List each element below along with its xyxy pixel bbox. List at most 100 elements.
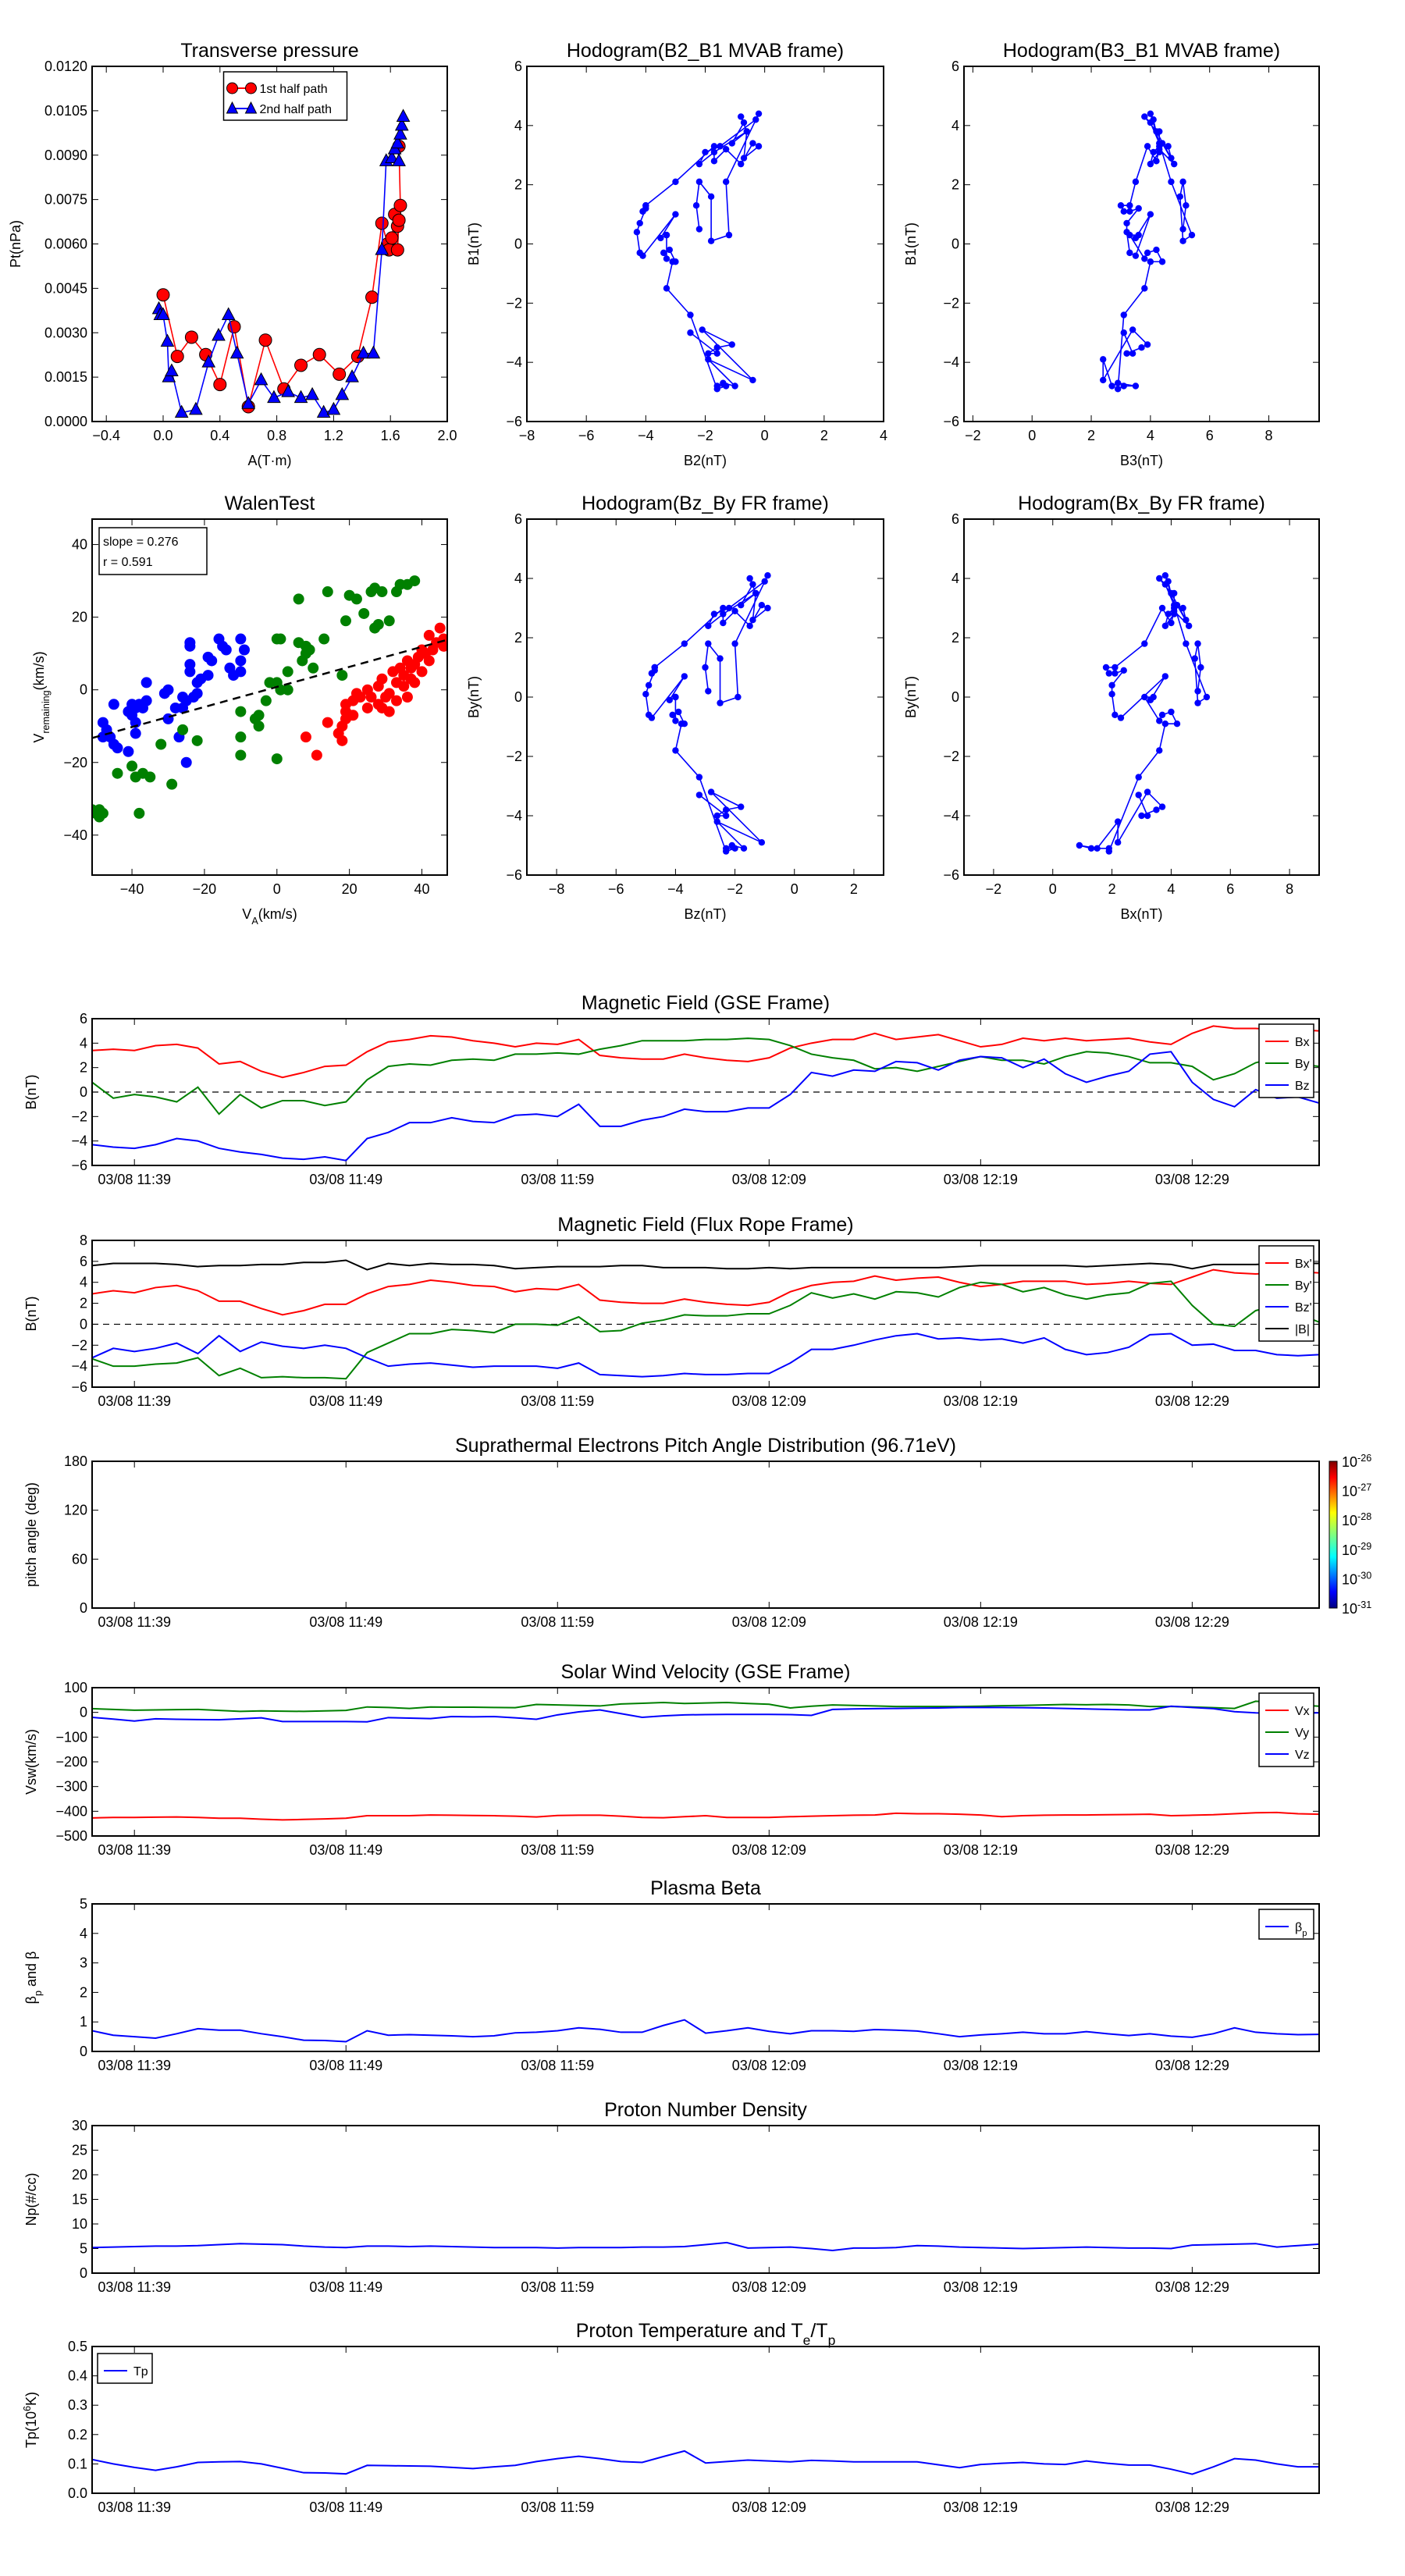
scatter-point-green bbox=[235, 749, 247, 761]
dot-marker bbox=[672, 258, 679, 265]
scatter-point-green bbox=[336, 670, 348, 681]
chart-title: Hodogram(Bx_By FR frame) bbox=[1018, 493, 1265, 514]
dot-marker bbox=[1129, 350, 1136, 357]
legend: Bx' By' Bz' |B| bbox=[1258, 1245, 1314, 1342]
triangle-marker bbox=[156, 307, 170, 320]
y-tick-label: 0 bbox=[80, 682, 87, 698]
legend-marker bbox=[244, 101, 258, 114]
y-axis-label: By(nT) bbox=[903, 676, 919, 718]
triangle-marker bbox=[345, 369, 359, 382]
x-tick-label: 03/08 12:29 bbox=[1155, 2279, 1229, 2295]
y-axis-label: B1(nT) bbox=[466, 222, 482, 265]
x-tick-label: 03/08 11:39 bbox=[98, 1842, 171, 1858]
dot-marker bbox=[1150, 116, 1157, 123]
scatter-point-red bbox=[434, 622, 446, 634]
dot-marker bbox=[1153, 246, 1160, 254]
y-tick-label: 180 bbox=[64, 1453, 87, 1469]
dot-marker bbox=[713, 350, 720, 357]
y-tick-label: 0 bbox=[514, 237, 522, 252]
x-axis-label: B2(nT) bbox=[684, 453, 727, 468]
x-tick-label: 1.6 bbox=[381, 428, 400, 443]
scatter-point-green bbox=[376, 586, 388, 598]
circle-marker bbox=[390, 243, 404, 257]
dot-marker bbox=[672, 747, 679, 754]
dot-marker bbox=[636, 219, 643, 227]
dot-marker bbox=[722, 806, 730, 813]
scatter-point-red bbox=[398, 681, 410, 692]
triangle-marker bbox=[293, 390, 308, 404]
dot-marker bbox=[731, 845, 738, 852]
dot-marker bbox=[1144, 788, 1151, 795]
scatter-point-blue bbox=[235, 655, 247, 667]
chart-hodo-bzby: Hodogram(Bz_By FR frame) −8 −6 −4 −2 0 2 −6 −4 −2… bbox=[466, 493, 884, 922]
x-tick-label: 03/08 11:59 bbox=[521, 2058, 594, 2073]
legend: Tp bbox=[97, 2353, 153, 2384]
dot-marker bbox=[1138, 344, 1145, 351]
chart-sw: Solar Wind Velocity (GSE Frame) 03/08 11:… bbox=[23, 1661, 1320, 1858]
axes-frame bbox=[91, 1461, 1320, 1609]
y-tick-label: 6 bbox=[80, 1011, 87, 1026]
series-bx-by-line bbox=[1079, 575, 1208, 852]
dot-marker bbox=[1144, 249, 1151, 257]
dot-marker bbox=[1126, 249, 1133, 257]
dot-marker bbox=[749, 140, 756, 147]
x-tick-label: 0 bbox=[761, 428, 769, 443]
series-vy-line bbox=[92, 1700, 1319, 1713]
scatter-point-green bbox=[409, 575, 421, 587]
x-tick-label: 03/08 11:59 bbox=[521, 2500, 594, 2515]
y-tick-label: 60 bbox=[72, 1551, 87, 1567]
chart-mag-fr: Magnetic Field (Flux Rope Frame) 03/08 11… bbox=[23, 1214, 1320, 1409]
y-axis-label: Vsw(km/s) bbox=[23, 1729, 39, 1795]
scatter-point-green bbox=[177, 724, 189, 735]
dot-marker bbox=[738, 803, 745, 810]
x-tick-label: 0.0 bbox=[153, 428, 173, 443]
legend: Vx Vy Vz bbox=[1258, 1692, 1314, 1767]
scatter-point-green bbox=[133, 807, 145, 819]
x-tick-label: 03/08 12:09 bbox=[732, 2279, 806, 2295]
legend-label: Bx bbox=[1295, 1036, 1310, 1049]
dot-marker bbox=[1179, 178, 1186, 186]
dot-marker bbox=[705, 688, 712, 695]
scatter-point-red bbox=[409, 677, 421, 688]
axes-frame bbox=[963, 66, 1320, 422]
dot-marker bbox=[1188, 231, 1196, 239]
circle-marker bbox=[312, 347, 326, 361]
y-axis-label: Tp(106​K) bbox=[22, 2392, 39, 2448]
y-tick-label: 2 bbox=[951, 177, 959, 193]
y-axis-label: B1(nT) bbox=[903, 222, 919, 265]
x-tick-label: 03/08 12:29 bbox=[1155, 1393, 1229, 1409]
dot-marker bbox=[1141, 113, 1148, 120]
y-tick-label: 0.4 bbox=[68, 2368, 87, 2384]
chart-title: Hodogram(B3_B1 MVAB frame) bbox=[1003, 40, 1280, 62]
scatter-point-green bbox=[350, 593, 362, 605]
scatter-point-green bbox=[308, 662, 319, 674]
scatter-point-green bbox=[340, 615, 351, 627]
x-tick-label: 6 bbox=[1206, 428, 1214, 443]
colorbar-tick-label: 10-28​ bbox=[1342, 1511, 1371, 1528]
dot-marker bbox=[705, 350, 712, 357]
fit-line bbox=[92, 639, 447, 739]
dot-marker bbox=[758, 602, 766, 609]
dot-marker bbox=[1179, 604, 1186, 612]
axes-frame bbox=[91, 1687, 1320, 1837]
dot-marker bbox=[633, 229, 641, 236]
y-tick-label: 0.0015 bbox=[44, 369, 87, 385]
scatter-point-green bbox=[260, 695, 272, 706]
y-tick-label: 25 bbox=[72, 2143, 87, 2158]
x-tick-label: 03/08 11:59 bbox=[521, 1614, 594, 1630]
dot-marker bbox=[672, 717, 679, 724]
triangle-marker bbox=[201, 354, 216, 368]
y-tick-label: 0 bbox=[951, 689, 959, 705]
dot-marker bbox=[702, 664, 709, 671]
dot-marker bbox=[740, 845, 748, 852]
y-tick-label: −40 bbox=[63, 827, 87, 843]
x-tick-label: 03/08 11:49 bbox=[309, 1393, 382, 1409]
scatter-point-blue bbox=[202, 670, 214, 681]
y-tick-label: −500 bbox=[55, 1828, 87, 1844]
axes-frame bbox=[91, 1240, 1320, 1388]
circle-marker bbox=[294, 358, 308, 372]
series-bz--line bbox=[92, 1332, 1319, 1378]
dot-marker bbox=[1135, 774, 1142, 781]
dot-marker bbox=[657, 234, 664, 242]
dot-marker bbox=[1123, 219, 1130, 227]
